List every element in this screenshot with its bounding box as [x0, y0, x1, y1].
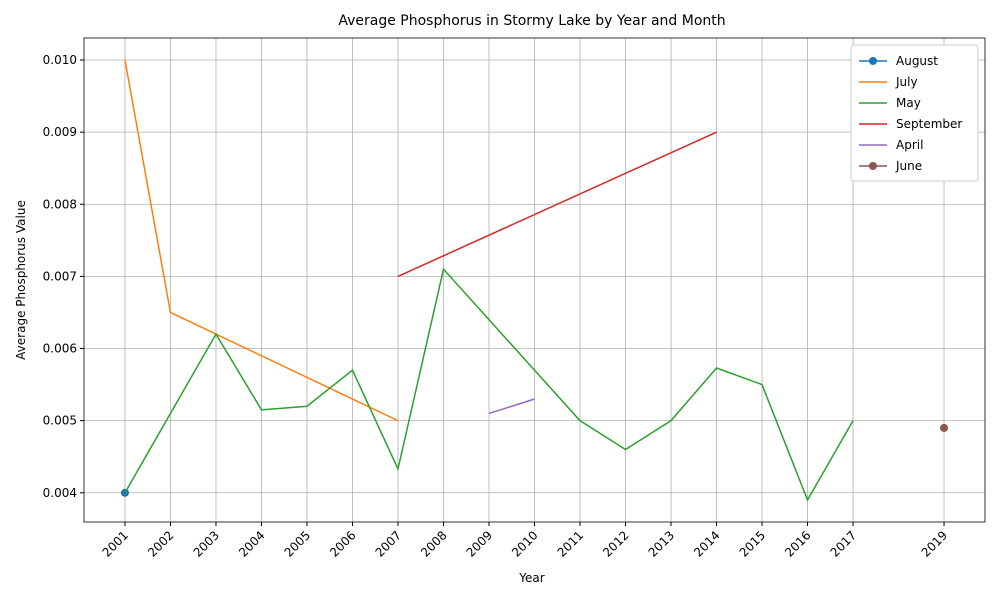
x-tick-label: 2009 [464, 528, 495, 559]
y-tick-label: 0.004 [43, 486, 77, 500]
y-tick-label: 0.008 [43, 197, 77, 211]
line [397, 131, 717, 278]
y-tick-label: 0.006 [43, 342, 77, 356]
x-tick-label: 2002 [145, 528, 176, 559]
plot-frame [83, 37, 986, 523]
x-tick-label: 2004 [236, 528, 267, 559]
y-tick-label: 0.005 [43, 414, 77, 428]
x-axis-label: Year [518, 571, 544, 585]
legend-label: July [895, 75, 918, 89]
x-tick-label: 2011 [555, 528, 586, 559]
x-tick-label: 2001 [100, 528, 131, 559]
legend: August July May September April June [850, 44, 979, 182]
line [124, 267, 854, 502]
legend-label: May [896, 96, 921, 110]
chart-title: Average Phosphorus in Stormy Lake by Yea… [338, 13, 725, 29]
legend-box [850, 44, 979, 182]
x-tick-label: 2012 [600, 528, 631, 559]
legend-marker [869, 162, 877, 170]
x-tick-label: 2003 [191, 528, 222, 559]
legend-label: April [896, 138, 923, 152]
x-tick-label: 2013 [646, 528, 677, 559]
legend-label: August [896, 54, 938, 68]
legend-label: June [895, 159, 922, 173]
x-tick-label: 2006 [327, 528, 358, 559]
x-tick-label: 2015 [737, 528, 768, 559]
x-tick-label: 2019 [919, 528, 950, 559]
y-tick-label: 0.010 [43, 53, 77, 67]
line [124, 59, 399, 422]
y-tick-label: 0.007 [43, 269, 77, 283]
x-tick-label: 2017 [828, 528, 859, 559]
point [940, 423, 949, 432]
x-tick-label: 2016 [782, 528, 813, 559]
line [488, 398, 535, 415]
x-tick-label: 2005 [282, 528, 313, 559]
x-tick-label: 2007 [373, 528, 404, 559]
legend-label: September [896, 117, 962, 131]
y-axis-label: Average Phosphorus Value [14, 200, 28, 360]
x-tick-label: 2010 [509, 528, 540, 559]
y-tick-label: 0.009 [43, 125, 77, 139]
x-tick-label: 2014 [691, 528, 722, 559]
legend-marker [869, 57, 877, 65]
x-tick-label: 2008 [418, 528, 449, 559]
